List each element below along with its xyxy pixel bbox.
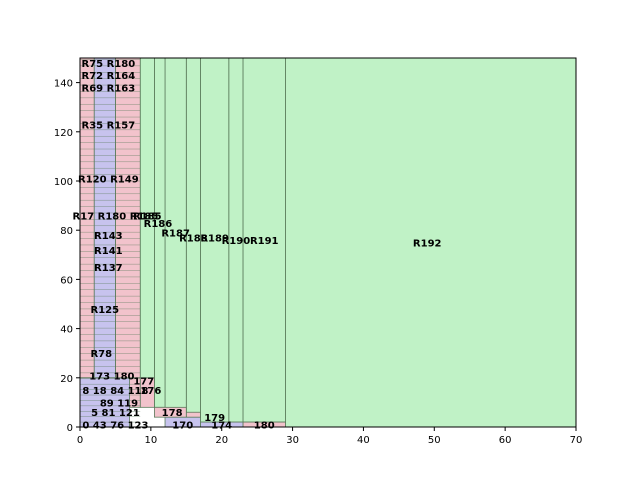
x-tick-label-30: 30 bbox=[286, 435, 299, 446]
rects-layer bbox=[79, 57, 577, 428]
rect-label-170: 170 bbox=[172, 421, 193, 432]
x-axis: 0 10 20 30 40 50 60 70 bbox=[77, 427, 583, 446]
y-tick-label-60: 60 bbox=[60, 275, 73, 286]
rect-label-r188: R188 bbox=[179, 234, 208, 245]
y-tick-label-100: 100 bbox=[54, 177, 73, 188]
rect-label-177: 177 bbox=[133, 376, 154, 387]
rect-label-r191: R191 bbox=[250, 236, 279, 247]
x-tick-label-0: 0 bbox=[77, 435, 83, 446]
rect-label-0-43-76-123: 0 43 76 123 bbox=[82, 421, 148, 432]
rect-label-r141: R141 bbox=[94, 246, 123, 257]
rect-label-r35-r157: R35 R157 bbox=[82, 120, 136, 131]
y-tick-label-140: 140 bbox=[54, 79, 73, 90]
y-tick-label-40: 40 bbox=[60, 325, 73, 336]
rect-label-r192: R192 bbox=[413, 239, 442, 250]
rect-label-89-119: 89 119 bbox=[100, 398, 138, 409]
rect-label-r189: R189 bbox=[200, 234, 229, 245]
y-tick-label-80: 80 bbox=[60, 226, 73, 237]
y-axis: 0 20 40 60 80 100 120 140 bbox=[54, 79, 80, 434]
rect-label-r190: R190 bbox=[222, 236, 251, 247]
rect-label-180: 180 bbox=[254, 421, 275, 432]
rect-label-r120-r149: R120 R149 bbox=[78, 175, 139, 186]
rect-label-r75-r180: R75 R180 bbox=[82, 59, 136, 70]
rect-label-176: 176 bbox=[140, 386, 161, 397]
rect-label-178: 178 bbox=[162, 408, 183, 419]
x-tick-label-10: 10 bbox=[144, 435, 157, 446]
y-tick-label-20: 20 bbox=[60, 374, 73, 385]
rect-label-8-18-84-118: 8 18 84 118 bbox=[82, 386, 148, 397]
rect-label-r72-r164: R72 R164 bbox=[82, 71, 136, 82]
rect-label-5-81-121: 5 81 121 bbox=[91, 408, 140, 419]
rect-label-174: 174 bbox=[211, 421, 232, 432]
treemap-rect-r191 bbox=[242, 57, 286, 423]
rect-label-r187: R187 bbox=[161, 229, 190, 240]
treemap-rect-r192 bbox=[285, 57, 577, 428]
rect-label-r137: R137 bbox=[94, 263, 123, 274]
stack-lines-layer bbox=[80, 59, 141, 423]
treemap-rect-179 bbox=[185, 411, 201, 418]
x-tick-label-20: 20 bbox=[215, 435, 228, 446]
rect-label-179: 179 bbox=[204, 413, 225, 424]
rect-label-r125: R125 bbox=[91, 305, 120, 316]
y-tick-label-0: 0 bbox=[67, 423, 73, 434]
treemap-rect-178 bbox=[153, 406, 187, 418]
treemap-rect-cell-18 bbox=[79, 377, 130, 428]
rect-label-r186: R186 bbox=[144, 219, 173, 230]
x-tick-label-70: 70 bbox=[570, 435, 583, 446]
rect-label-r143: R143 bbox=[94, 231, 123, 242]
rect-label-r185: R185 bbox=[133, 211, 162, 222]
rect-label-r17-r180-r185: R17 R180 R185 bbox=[73, 211, 159, 222]
rect-label-r69-r163: R69 R163 bbox=[82, 84, 136, 95]
rect-label-173-180: 173 180 bbox=[89, 371, 134, 382]
x-tick-label-60: 60 bbox=[499, 435, 512, 446]
x-tick-label-40: 40 bbox=[357, 435, 370, 446]
y-tick-label-120: 120 bbox=[54, 128, 73, 139]
treemap-rect-r189 bbox=[200, 57, 230, 423]
x-tick-label-50: 50 bbox=[428, 435, 441, 446]
rect-label-r78: R78 bbox=[90, 349, 112, 360]
plot-frame bbox=[79, 57, 577, 428]
